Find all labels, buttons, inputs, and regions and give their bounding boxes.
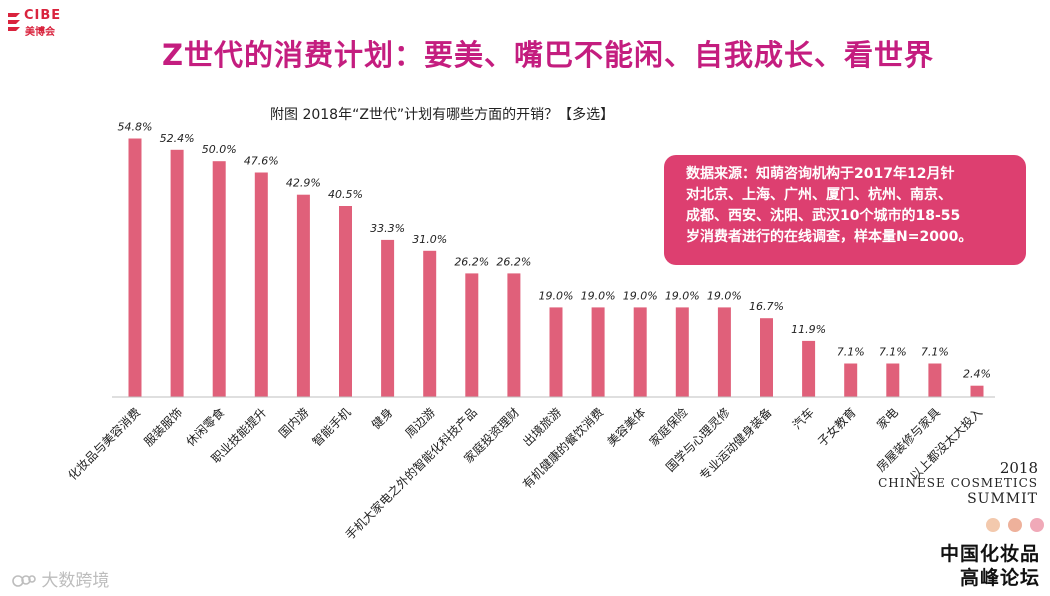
bar-value-label: 7.1%	[921, 346, 949, 359]
bar	[549, 307, 563, 397]
data-source-box: 数据来源：知萌咨询机构于2017年12月针 对北京、上海、广州、厦门、杭州、南京…	[664, 155, 1026, 265]
bar	[717, 307, 731, 397]
bar-value-label: 42.9%	[286, 177, 321, 190]
watermark-text: 大数跨境	[41, 571, 110, 591]
bar-value-label: 19.0%	[581, 289, 616, 302]
bar-value-label: 26.2%	[454, 255, 489, 268]
source-line: 数据来源：知萌咨询机构于2017年12月针	[686, 166, 955, 182]
summit-line-chinese-cosmetics: CHINESE COSMETICS	[878, 476, 1038, 490]
category-label: 化妆品与美容消费	[65, 405, 143, 483]
bar-value-label: 31.0%	[412, 233, 447, 246]
category-label: 汽车	[789, 405, 817, 433]
category-label: 有机健康的餐饮消费	[519, 405, 606, 492]
bar	[465, 273, 479, 397]
forum-name: 中国化妆品 高峰论坛	[940, 542, 1040, 590]
bar-value-label: 16.7%	[749, 300, 784, 313]
bar	[170, 149, 184, 397]
bar	[591, 307, 605, 397]
bar-value-label: 47.6%	[244, 155, 279, 168]
bar-value-label: 50.0%	[202, 143, 237, 156]
bar-value-label: 54.8%	[118, 121, 153, 134]
bar	[844, 363, 858, 397]
cibe-logo: CIBE 美博会	[6, 8, 76, 38]
bar-value-label: 33.3%	[370, 222, 405, 235]
bar-value-label: 19.0%	[707, 289, 742, 302]
source-line: 岁消费者进行的在线调查，样本量N=2000。	[686, 229, 973, 245]
bar-value-label: 26.2%	[496, 255, 531, 268]
category-label: 休闲零食	[183, 405, 228, 450]
source-line: 对北京、上海、广州、厦门、杭州、南京、	[686, 187, 952, 203]
bar	[928, 363, 942, 397]
logo-brand-text: CIBE	[24, 8, 62, 23]
bar-value-label: 40.5%	[328, 188, 363, 201]
bar	[212, 161, 226, 397]
decor-dots	[986, 518, 1046, 534]
logo-sub-text: 美博会	[25, 27, 55, 38]
category-label: 国内游	[276, 405, 311, 440]
page-title: Z世代的消费计划：要美、嘴巴不能闲、自我成长、看世界	[162, 38, 935, 72]
category-label: 服装服饰	[141, 405, 185, 449]
summit-line-summit: SUMMIT	[967, 491, 1038, 507]
bar	[381, 239, 395, 397]
decor-dot-icon	[986, 518, 1000, 532]
bar-value-label: 19.0%	[665, 289, 700, 302]
bar	[675, 307, 689, 397]
cibe-logo-icon	[8, 13, 20, 31]
bar	[423, 250, 437, 397]
forum-line: 中国化妆品	[939, 543, 1040, 565]
bar-value-label: 7.1%	[879, 346, 907, 359]
chart-title: 附图 2018年“Z世代”计划有哪些方面的开销？【多选】	[270, 107, 615, 123]
summit-year: 2018	[999, 459, 1038, 477]
category-label: 智能手机	[309, 405, 354, 450]
bar-value-label: 7.1%	[837, 346, 865, 359]
category-label: 家电	[873, 405, 901, 433]
decor-dot-icon	[1030, 518, 1044, 532]
category-label: 家庭保险	[646, 405, 691, 450]
watermark-logo-icon	[12, 575, 36, 587]
category-label: 出境旅游	[520, 405, 565, 450]
forum-line: 高峰论坛	[959, 567, 1040, 589]
category-label: 健身	[368, 405, 396, 433]
bar	[886, 363, 900, 397]
bar-value-label: 52.4%	[160, 132, 195, 145]
category-label: 周边游	[402, 405, 437, 440]
bar	[296, 194, 310, 397]
bar	[507, 273, 521, 397]
bar-value-label: 11.9%	[791, 323, 826, 336]
decor-dot-icon	[1008, 518, 1022, 532]
bar	[254, 172, 268, 397]
bar	[128, 138, 142, 397]
bar	[802, 340, 816, 397]
bar-value-label: 19.0%	[539, 289, 574, 302]
watermark: 大数跨境	[12, 566, 109, 591]
category-label: 子女教育	[814, 405, 859, 450]
bar	[633, 307, 647, 397]
bar	[760, 318, 773, 397]
bar-value-label: 19.0%	[623, 289, 658, 302]
bar-value-label: 2.4%	[963, 368, 991, 381]
source-line: 成都、西安、沈阳、武汉10个城市的18-55	[686, 208, 961, 224]
category-label: 专业运动健身装备	[696, 405, 774, 483]
category-label: 美容美体	[604, 405, 649, 450]
summit-branding: 2018 CHINESE COSMETICS SUMMIT	[878, 460, 1038, 508]
bar	[339, 206, 352, 397]
bar	[970, 385, 984, 397]
